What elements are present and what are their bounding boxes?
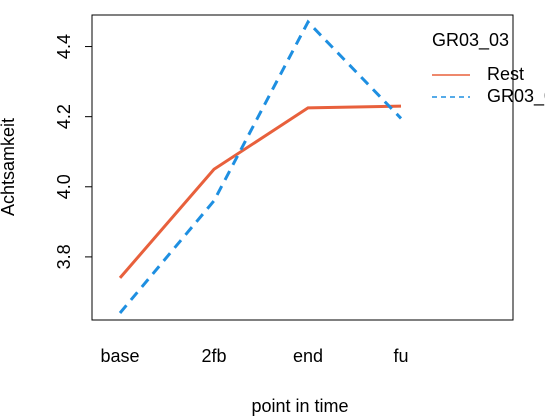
legend-label: GR03_03 xyxy=(487,86,545,107)
series-line-1 xyxy=(118,104,402,279)
x-tick-label: end xyxy=(293,346,323,366)
legend-label: Rest xyxy=(487,64,524,84)
y-tick-label: 4.2 xyxy=(54,104,74,129)
y-tick-label: 4.4 xyxy=(54,34,74,59)
x-tick-label: fu xyxy=(393,346,408,366)
series-line-2 xyxy=(118,19,403,314)
legend-title: GR03_03 xyxy=(432,30,509,51)
x-tick-label: 2fb xyxy=(201,346,226,366)
x-axis-label: point in time xyxy=(251,396,348,416)
y-axis-label: Achtsamkeit xyxy=(0,118,18,216)
plot-frame xyxy=(91,14,514,321)
series-lines xyxy=(118,19,403,314)
y-tick-label: 4.0 xyxy=(54,174,74,199)
x-axis: base 2fb end fu xyxy=(100,346,408,366)
x-tick-label: base xyxy=(100,346,139,366)
y-axis: 3.8 4.0 4.2 4.4 xyxy=(54,34,92,269)
y-tick-label: 3.8 xyxy=(54,244,74,269)
